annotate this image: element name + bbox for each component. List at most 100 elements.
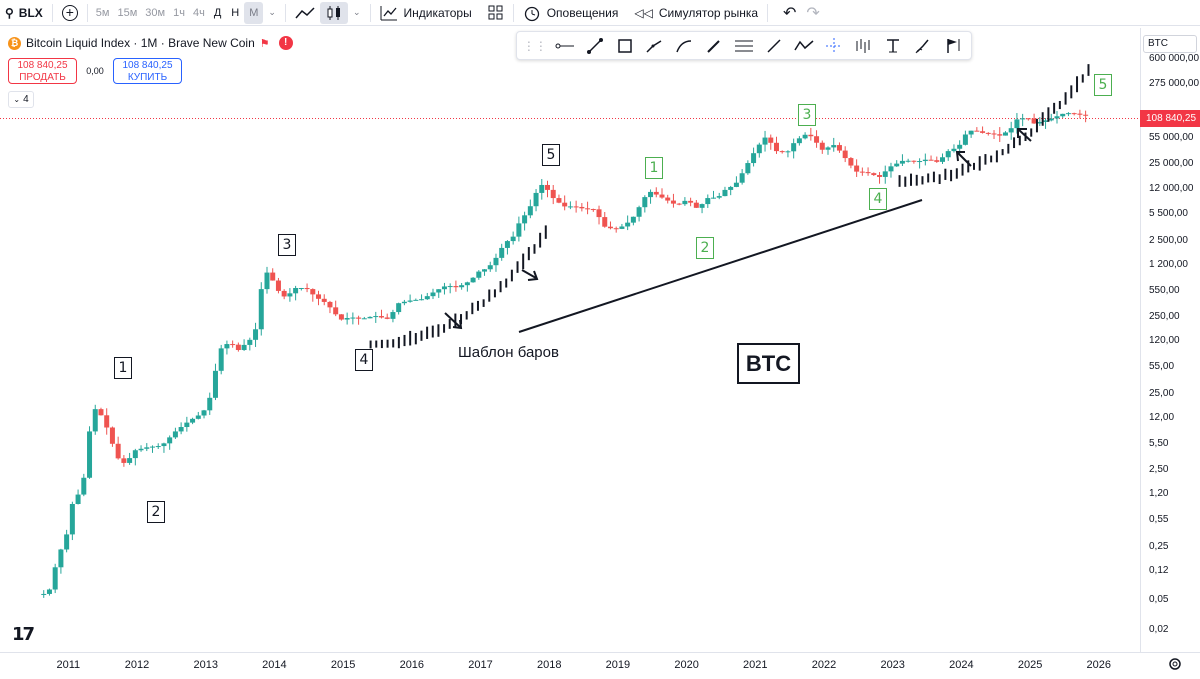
bars-pattern-icon[interactable] <box>849 34 877 58</box>
candles-layer <box>41 109 1089 598</box>
symbol-search[interactable]: ⚲ BLX <box>0 0 48 26</box>
wave-label-green-4[interactable]: 4 <box>869 188 887 210</box>
sell-button[interactable]: 108 840,25 ПРОДАТЬ <box>8 58 77 84</box>
price-scale-label: 1 200,00 <box>1149 258 1188 270</box>
indicators-button[interactable]: Индикаторы <box>375 0 477 26</box>
scale-symbol[interactable]: BTC <box>1143 35 1197 53</box>
replay-button[interactable]: ◁◁ Симулятор рынка <box>629 0 763 26</box>
wave-label-5[interactable]: 5 <box>542 144 560 166</box>
pencil-icon[interactable] <box>700 34 728 58</box>
candle-body <box>957 144 963 149</box>
wave-label-1[interactable]: 1 <box>114 357 132 379</box>
indicators-label: Индикаторы <box>403 5 472 20</box>
crosshair-icon[interactable] <box>820 34 848 58</box>
indicators-count: 4 <box>23 94 29 105</box>
candle-body <box>1048 118 1054 121</box>
brush-icon[interactable] <box>909 34 937 58</box>
tradingview-logo[interactable]: 17 <box>12 624 35 645</box>
candle-body <box>453 286 459 288</box>
alerts-button[interactable]: Оповещения <box>518 0 624 26</box>
interval-month[interactable]: М <box>244 1 264 24</box>
ray-icon[interactable] <box>760 34 788 58</box>
candle-body <box>253 329 259 340</box>
candle-body <box>550 189 556 199</box>
warning-icon[interactable]: ! <box>278 36 293 50</box>
interval-30m[interactable]: 30м <box>145 6 166 19</box>
candle-body <box>613 228 619 230</box>
arrow-annotation[interactable] <box>955 151 972 167</box>
candle-body <box>928 159 934 161</box>
candles-icon[interactable] <box>319 1 348 24</box>
candle-body <box>991 133 997 135</box>
templates-button[interactable] <box>483 0 509 26</box>
interval-15m[interactable]: 15м <box>117 6 138 19</box>
parallel-channel-icon[interactable] <box>730 34 758 58</box>
wave-label-2[interactable]: 2 <box>147 501 165 523</box>
candle-body <box>842 150 848 159</box>
interval-5m[interactable]: 5м <box>95 6 110 19</box>
redo-icon[interactable]: ↷ <box>806 4 820 22</box>
indicators-collapse-button[interactable]: ⌄ 4 <box>8 91 34 108</box>
candle-body <box>516 223 522 237</box>
candle-body <box>441 286 447 290</box>
wave-label-3[interactable]: 3 <box>278 234 296 256</box>
flag-icon[interactable] <box>939 34 967 58</box>
sell-price: 108 840,25 <box>17 60 68 71</box>
legend-title[interactable]: Bitcoin Liquid Index · 1M · Brave New Co… <box>26 36 255 50</box>
wave-label-green-1[interactable]: 1 <box>645 157 663 179</box>
wave-label-green-2[interactable]: 2 <box>696 237 714 259</box>
compare-button[interactable]: + <box>57 0 83 26</box>
arrow-annotation[interactable] <box>1017 128 1032 142</box>
undo-icon[interactable]: ↶ <box>783 4 797 22</box>
wave-label-4[interactable]: 4 <box>355 349 373 371</box>
text-tool-icon[interactable] <box>879 34 907 58</box>
candle-body <box>573 206 579 208</box>
candle-body <box>1002 132 1008 136</box>
candle-body <box>258 289 264 330</box>
wave-label-green-3[interactable]: 3 <box>798 104 816 126</box>
interval-1h[interactable]: 1ч <box>173 6 185 19</box>
chevron-down-icon[interactable]: ⌄ <box>352 7 361 17</box>
search-icon: ⚲ <box>5 5 14 20</box>
candle-body <box>762 137 768 145</box>
price-scale-label: 55 000,00 <box>1149 131 1194 143</box>
settings-icon[interactable] <box>1168 657 1182 671</box>
candle-body <box>482 269 488 272</box>
interval-4h[interactable]: 4ч <box>192 6 205 19</box>
candle-body <box>756 144 762 154</box>
bar-pattern-label[interactable]: Шаблон баров <box>458 344 559 361</box>
wave-label-green-5[interactable]: 5 <box>1094 74 1112 96</box>
rectangle-icon[interactable] <box>611 34 639 58</box>
price-scale[interactable]: 600 000,00 275 000,00 55 000,00 25 000,00 12… <box>1140 28 1200 652</box>
time-axis-label: 2015 <box>330 659 356 671</box>
interval-day[interactable]: Д <box>213 6 222 19</box>
trend-line-icon[interactable] <box>581 34 609 58</box>
trade-panel: 108 840,25 ПРОДАТЬ 0,00 108 840,25 КУПИТ… <box>8 58 182 84</box>
interval-week[interactable]: Н <box>231 6 240 19</box>
price-scale-label: 12 000,00 <box>1149 182 1194 194</box>
btc-label-box[interactable]: BTC <box>737 343 800 384</box>
time-axis-label: 2013 <box>193 659 218 671</box>
arrow-annotation[interactable] <box>521 269 539 281</box>
candle-body <box>333 307 339 315</box>
time-axis[interactable]: 2011 2012 2013 2014 2015 2016 2017 2018 2019 2020… <box>0 652 1200 679</box>
price-chart[interactable] <box>0 0 1140 652</box>
chevron-down-icon[interactable]: ⌄ <box>268 7 276 17</box>
buy-button[interactable]: 108 840,25 КУПИТЬ <box>113 58 182 84</box>
path-icon[interactable] <box>640 34 668 58</box>
arrow-annotation[interactable] <box>444 312 463 330</box>
price-scale-label: 12,00 <box>1149 411 1175 423</box>
chevron-down-icon: ⌄ <box>13 95 21 104</box>
arc-icon[interactable] <box>670 34 698 58</box>
trend-line[interactable] <box>518 199 923 333</box>
candle-body <box>493 257 499 266</box>
candle-body <box>75 494 81 504</box>
horizontal-ray-icon[interactable] <box>551 34 579 58</box>
candle-body <box>940 157 945 162</box>
price-scale-label: 25 000,00 <box>1149 158 1194 170</box>
candle-body <box>808 134 814 137</box>
drag-handle-icon[interactable]: ⋮⋮ <box>522 38 547 53</box>
flag-marker-icon[interactable]: ⚑ <box>259 37 270 50</box>
zigzag-icon[interactable] <box>790 34 818 58</box>
line-chart-icon[interactable] <box>290 0 320 26</box>
